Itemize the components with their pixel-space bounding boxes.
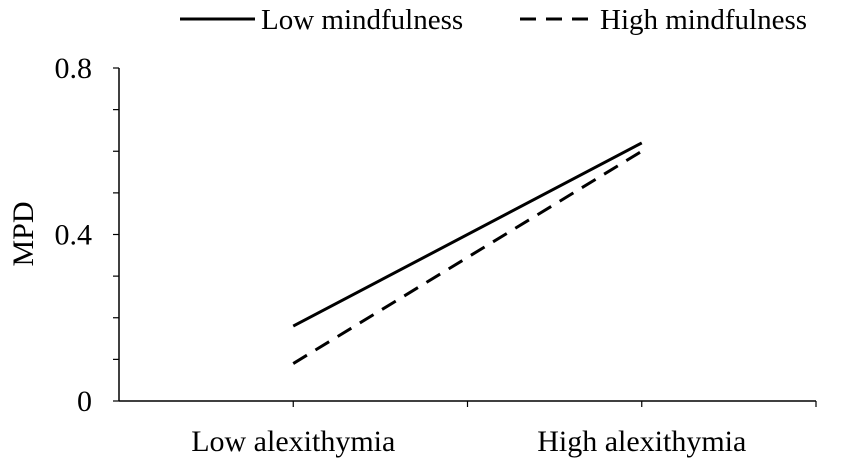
- series-lines: [292, 141, 643, 365]
- legend-label-high-mindfulness: High mindfulness: [600, 4, 807, 36]
- axes: [113, 67, 817, 407]
- x-tick-label: Low alexithymia: [191, 425, 395, 458]
- tick-labels: 0 0.4 0.8 Low alexithymia High alexithymia: [55, 52, 747, 458]
- y-tick-label: 0.4: [55, 219, 93, 252]
- legend: Low mindfulness High mindfulness: [180, 4, 807, 36]
- y-tick-label: 0: [77, 385, 92, 418]
- series-line-high-mindfulness: [292, 149, 643, 365]
- y-axis-label: MPD: [7, 201, 40, 266]
- series-line-low-mindfulness: [292, 141, 643, 328]
- legend-label-low-mindfulness: Low mindfulness: [261, 4, 463, 36]
- y-tick-label: 0.8: [55, 52, 93, 85]
- x-tick-label: High alexithymia: [537, 425, 746, 458]
